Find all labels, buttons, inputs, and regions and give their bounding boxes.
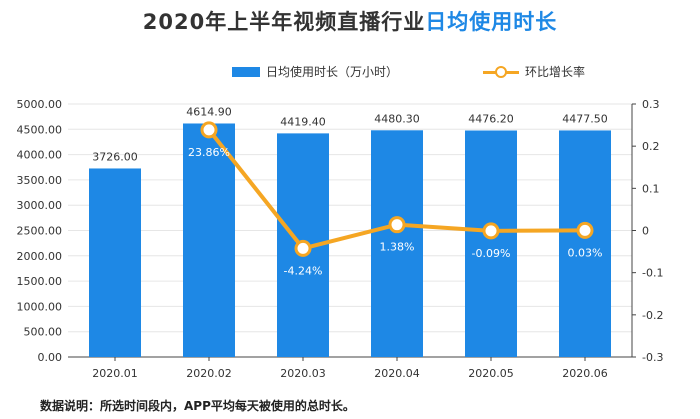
- legend-item-line: 环比增长率: [483, 63, 585, 80]
- growth-point: [294, 239, 312, 257]
- x-tick-label: 2020.03: [280, 367, 326, 380]
- y-tick-left: 500.00: [24, 326, 63, 339]
- footnote: 数据说明：所选时间段内，APP平均每天被使用的总时长。: [40, 399, 355, 413]
- y-tick-right: 0.2: [642, 140, 660, 153]
- chart-title: 2020年上半年视频直播行业日均使用时长: [0, 6, 700, 36]
- growth-value-label: 0.03%: [568, 246, 603, 259]
- y-tick-left: 4000.00: [17, 149, 63, 162]
- x-tick-label: 2020.06: [562, 367, 608, 380]
- y-tick-left: 1000.00: [17, 300, 63, 313]
- bar-value-label: 4614.90: [186, 105, 232, 118]
- y-tick-left: 3000.00: [17, 199, 63, 212]
- growth-value-label: -0.09%: [472, 247, 511, 260]
- bar-value-label: 4419.40: [280, 115, 326, 128]
- y-tick-left: 1500.00: [17, 275, 63, 288]
- bar-value-label: 4477.50: [562, 112, 608, 125]
- x-tick-label: 2020.05: [468, 367, 514, 380]
- y-tick-right: -0.3: [642, 351, 663, 364]
- y-tick-right: 0.1: [642, 182, 660, 195]
- legend-bar-label: 日均使用时长（万小时）: [266, 65, 399, 79]
- growth-point: [200, 121, 218, 139]
- growth-value-label: 1.38%: [380, 241, 415, 254]
- y-tick-left: 5000.00: [17, 98, 63, 111]
- x-tick-label: 2020.02: [186, 367, 232, 380]
- y-tick-right: -0.2: [642, 309, 663, 322]
- bar: [89, 168, 141, 357]
- y-tick-left: 2000.00: [17, 250, 63, 263]
- growth-value-label: -4.24%: [284, 264, 323, 277]
- growth-point: [388, 216, 406, 234]
- y-tick-left: 3500.00: [17, 174, 63, 187]
- bar-value-label: 3726.00: [92, 150, 138, 163]
- y-tick-right: 0.3: [642, 98, 660, 111]
- growth-value-label: 23.86%: [188, 146, 230, 159]
- chart-legend: 日均使用时长（万小时） 环比增长率: [0, 63, 700, 79]
- bar: [559, 130, 611, 357]
- bar-value-label: 4480.30: [374, 112, 420, 125]
- y-tick-left: 0.00: [38, 351, 63, 364]
- chart-title-highlight: 日均使用时长: [425, 10, 558, 34]
- y-tick-right: 0: [642, 225, 649, 238]
- x-tick-label: 2020.01: [92, 367, 138, 380]
- bar: [183, 123, 235, 358]
- x-tick-label: 2020.04: [374, 367, 420, 380]
- bar-value-label: 4476.20: [468, 113, 514, 126]
- growth-point: [576, 221, 594, 239]
- y-tick-right: -0.1: [642, 267, 663, 280]
- y-tick-left: 2500.00: [17, 225, 63, 238]
- legend-item-bar: 日均使用时长（万小时）: [232, 63, 398, 80]
- growth-point: [482, 222, 500, 240]
- bar: [371, 130, 423, 357]
- chart-title-main: 2020年上半年视频直播行业: [142, 10, 426, 34]
- legend-line-label: 环比增长率: [525, 65, 586, 79]
- legend-line-swatch: [483, 65, 519, 78]
- legend-bar-swatch: [232, 66, 260, 77]
- bar: [465, 130, 517, 357]
- y-tick-left: 4500.00: [17, 123, 63, 136]
